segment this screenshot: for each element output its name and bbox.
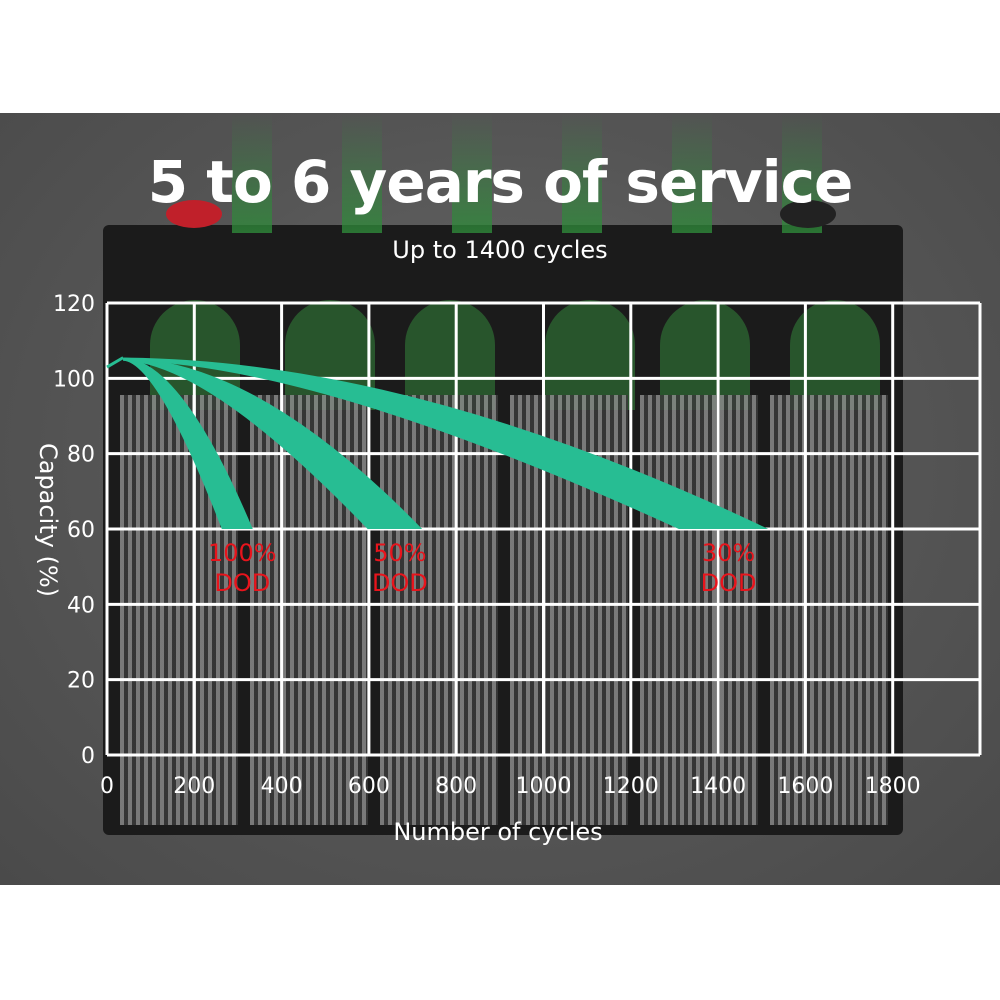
x-tick-label: 1400 <box>690 774 746 799</box>
battery-cell <box>770 395 888 825</box>
x-tick-label: 1000 <box>516 774 572 799</box>
x-tick-label: 400 <box>261 774 303 799</box>
cell-dome <box>660 300 750 410</box>
x-tick-label: 1200 <box>603 774 659 799</box>
x-tick-label: 200 <box>173 774 215 799</box>
battery-cell <box>640 395 758 825</box>
positive-terminal <box>166 200 222 228</box>
battery-cell <box>380 395 498 825</box>
green-glow <box>342 113 382 233</box>
y-axis-label: Capacity (%) <box>34 443 62 597</box>
y-tick-label: 0 <box>81 744 95 769</box>
dod-label: DOD <box>214 569 270 597</box>
dod-label: 50% <box>373 539 426 567</box>
y-tick-label: 20 <box>67 669 95 694</box>
subtitle: Up to 1400 cycles <box>392 236 608 264</box>
x-tick-label: 0 <box>100 774 114 799</box>
y-tick-label: 100 <box>53 367 95 392</box>
negative-terminal <box>780 200 836 228</box>
y-tick-label: 120 <box>53 292 95 317</box>
green-glow <box>562 113 602 233</box>
x-tick-label: 1800 <box>865 774 921 799</box>
dod-band <box>123 357 769 529</box>
y-tick-label: 40 <box>67 593 95 618</box>
dod-label: DOD <box>372 569 428 597</box>
x-tick-label: 600 <box>348 774 390 799</box>
y-tick-label: 60 <box>67 518 95 543</box>
y-tick-label: 80 <box>67 443 95 468</box>
x-tick-label: 1600 <box>777 774 833 799</box>
dod-label: DOD <box>701 569 757 597</box>
green-glow <box>232 113 272 233</box>
x-axis-label: Number of cycles <box>393 818 602 846</box>
green-glow <box>672 113 712 233</box>
cell-dome <box>545 300 635 410</box>
dod-label: 30% <box>702 539 755 567</box>
dod-label: 100% <box>208 539 277 567</box>
green-glow <box>452 113 492 233</box>
curve-start <box>106 356 124 369</box>
cell-dome <box>405 300 495 410</box>
x-tick-label: 800 <box>435 774 477 799</box>
dod-band <box>123 357 423 529</box>
page-title: 5 to 6 years of service <box>147 148 854 216</box>
dod-band <box>123 357 253 529</box>
